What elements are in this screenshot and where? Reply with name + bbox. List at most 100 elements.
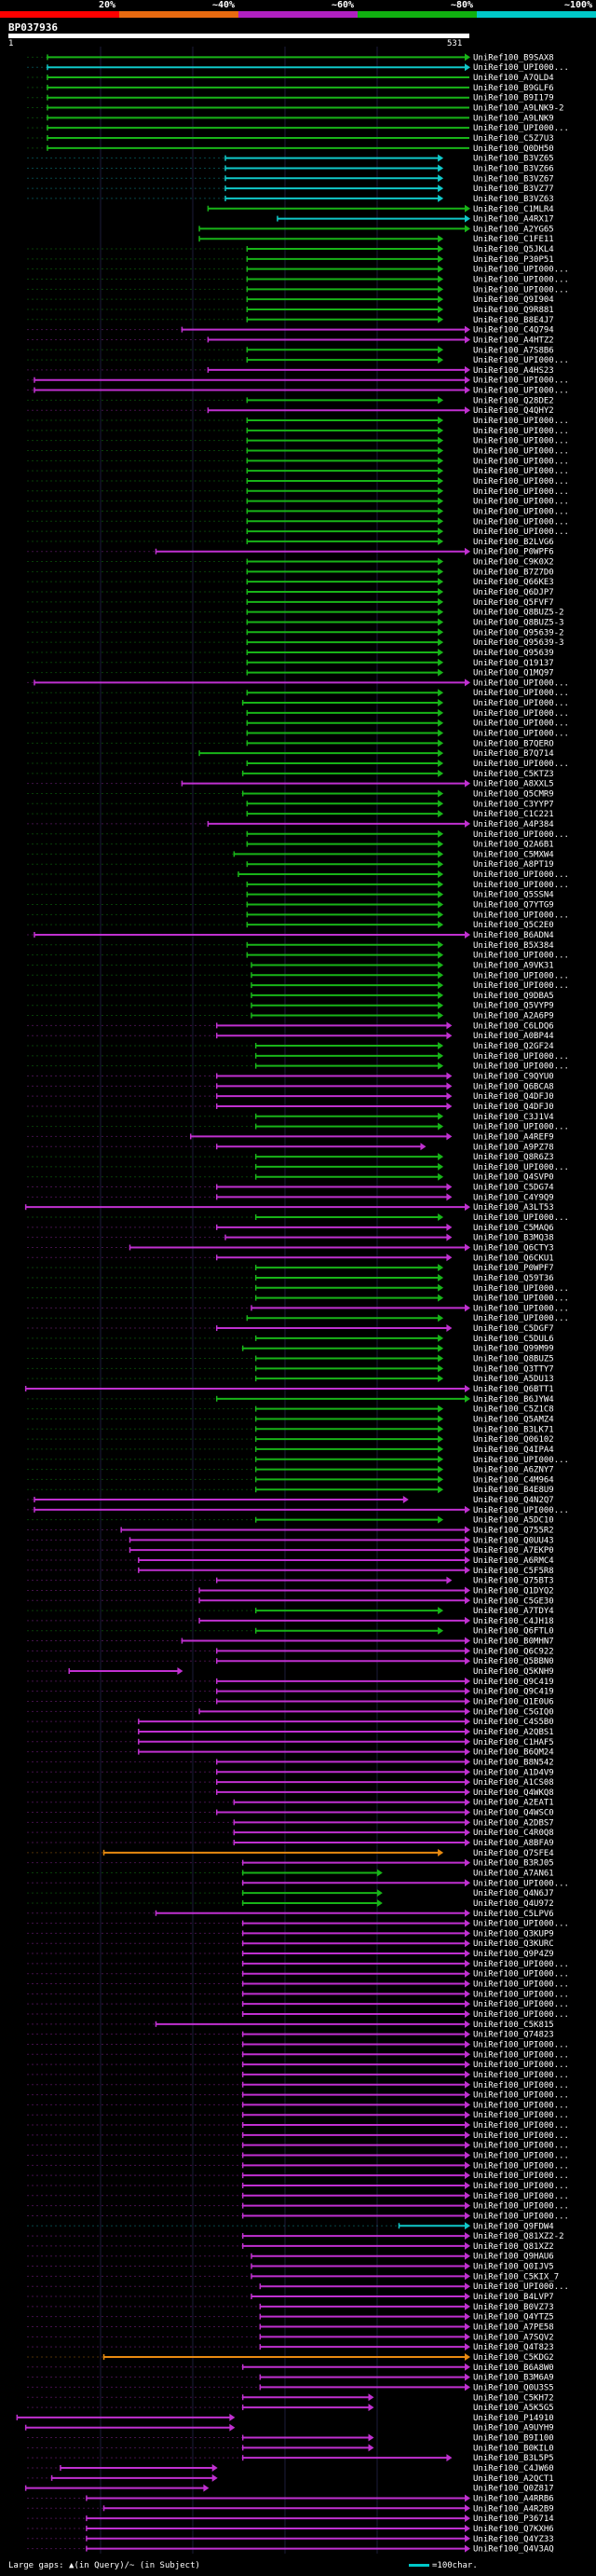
hit-row[interactable]: UniRef100_B3VZ66 bbox=[27, 164, 554, 173]
hit-row[interactable]: UniRef100_A7S8B6 bbox=[27, 346, 554, 355]
hit-row[interactable]: UniRef100_Q2A6B1 bbox=[27, 840, 554, 850]
hit-row[interactable]: UniRef100_A5DU13 bbox=[27, 1375, 554, 1384]
hit-row[interactable]: UniRef100_B7QERO bbox=[27, 739, 554, 748]
hit-row[interactable]: UniRef100_UPI000... bbox=[27, 275, 569, 285]
hit-row[interactable]: UniRef100_UPI000... bbox=[27, 1505, 569, 1515]
hit-row[interactable]: UniRef100_C5DG74 bbox=[27, 1183, 554, 1193]
hit-row[interactable]: UniRef100_UPI000... bbox=[27, 2161, 569, 2171]
hit-row[interactable]: UniRef100_Q5JKL4 bbox=[27, 245, 554, 254]
hit-row[interactable]: UniRef100_Q4N2Q7 bbox=[27, 1496, 554, 1505]
hit-row[interactable]: UniRef100_C9K0X2 bbox=[27, 557, 554, 568]
hit-row[interactable]: UniRef100_Q95639 bbox=[27, 648, 554, 658]
hit-row[interactable]: UniRef100_UPI000... bbox=[27, 1980, 569, 1990]
hit-row[interactable]: UniRef100_A9LNK9-2 bbox=[27, 104, 564, 114]
hit-row[interactable]: UniRef100_Q59T36 bbox=[27, 1273, 554, 1283]
hit-row[interactable]: UniRef100_UPI000... bbox=[27, 2172, 569, 2181]
hit-row[interactable]: UniRef100_Q75BT3 bbox=[27, 1576, 554, 1586]
hit-row[interactable]: UniRef100_Q0UU43 bbox=[27, 1536, 554, 1545]
hit-row[interactable]: UniRef100_Q6BTT1 bbox=[24, 1384, 554, 1394]
hit-row[interactable]: UniRef100_C5KH72 bbox=[27, 2393, 554, 2403]
hit-row[interactable]: UniRef100_UPI000... bbox=[27, 1062, 569, 1072]
hit-row[interactable]: UniRef100_A4HS23 bbox=[27, 365, 554, 376]
hit-row[interactable]: UniRef100_A9PZ78 bbox=[27, 1143, 554, 1152]
hit-row[interactable]: UniRef100_UPI000... bbox=[27, 870, 569, 880]
hit-row[interactable]: UniRef100_C1HAF5 bbox=[27, 1737, 554, 1747]
hit-row[interactable]: UniRef100_Q4WKQ8 bbox=[27, 1788, 554, 1798]
hit-row[interactable]: UniRef100_UPI000... bbox=[27, 386, 569, 396]
hit-row[interactable]: UniRef100_Q4YZ33 bbox=[27, 2534, 554, 2544]
hit-row[interactable]: UniRef100_B6ADN4 bbox=[27, 930, 554, 940]
hit-row[interactable]: UniRef100_B8N542 bbox=[27, 1758, 554, 1767]
hit-row[interactable]: UniRef100_Q5AMZ4 bbox=[27, 1415, 554, 1424]
hit-row[interactable]: UniRef100_B3M6A9 bbox=[27, 2373, 554, 2383]
hit-row[interactable]: UniRef100_C5K815 bbox=[27, 2020, 554, 2030]
hit-row[interactable]: UniRef100_A4RX17 bbox=[277, 214, 554, 225]
hit-row[interactable]: UniRef100_Q5CMR9 bbox=[27, 789, 554, 799]
hit-row[interactable]: UniRef100_Q8BUZ5 bbox=[27, 1354, 554, 1364]
hit-row[interactable]: UniRef100_UPI000... bbox=[27, 678, 569, 688]
hit-row[interactable]: UniRef100_C3YYP7 bbox=[27, 800, 554, 809]
hit-row[interactable]: UniRef100_Q4WSC0 bbox=[27, 1808, 554, 1818]
hit-row[interactable]: UniRef100_Q1DYQ2 bbox=[27, 1586, 554, 1596]
hit-row[interactable]: UniRef100_C5GE30 bbox=[27, 1596, 554, 1606]
hit-row[interactable]: UniRef100_A5DC10 bbox=[27, 1515, 554, 1526]
hit-row[interactable]: UniRef100_Q4SVP0 bbox=[27, 1172, 554, 1183]
hit-row[interactable]: UniRef100_A6ZNY7 bbox=[27, 1465, 554, 1475]
hit-row[interactable]: UniRef100_A8PT19 bbox=[27, 860, 554, 870]
hit-row[interactable]: UniRef100_B9I100 bbox=[27, 2433, 554, 2444]
hit-row[interactable]: UniRef100_UPI000... bbox=[27, 708, 569, 719]
hit-row[interactable]: UniRef100_UPI000... bbox=[27, 446, 569, 456]
hit-row[interactable]: UniRef100_A4HTZ2 bbox=[27, 336, 554, 345]
hit-row[interactable]: UniRef100_UPI000... bbox=[27, 971, 569, 980]
hit-row[interactable]: UniRef100_Q9FDW4 bbox=[27, 2222, 554, 2231]
hit-row[interactable]: UniRef100_UPI000... bbox=[27, 2181, 569, 2191]
hit-row[interactable]: UniRef100_B9GLF6 bbox=[27, 84, 554, 93]
hit-row[interactable]: UniRef100_Q4U972 bbox=[27, 1898, 554, 1909]
hit-row[interactable]: UniRef100_A9VK31 bbox=[27, 961, 554, 970]
hit-row[interactable]: UniRef100_A7AN61 bbox=[27, 1869, 554, 1878]
hit-row[interactable]: UniRef100_C5MXW4 bbox=[27, 850, 554, 859]
hit-row[interactable]: UniRef100_Q7SFE4 bbox=[27, 1848, 554, 1858]
hit-row[interactable]: UniRef100_Q99M99 bbox=[27, 1344, 554, 1354]
hit-row[interactable]: UniRef100_B4LVP7 bbox=[27, 2293, 554, 2302]
hit-row[interactable]: UniRef100_Q5C2E0 bbox=[27, 921, 554, 930]
hit-row[interactable]: UniRef100_Q9C419 bbox=[27, 1677, 554, 1687]
hit-row[interactable]: UniRef100_P30P51 bbox=[27, 254, 554, 265]
hit-row[interactable]: UniRef100_Q3TTY7 bbox=[27, 1364, 554, 1374]
hit-row[interactable]: UniRef100_UPI000... bbox=[27, 2201, 569, 2212]
hit-row[interactable]: UniRef100_UPI000... bbox=[27, 2040, 569, 2049]
hit-row[interactable]: UniRef100_A2A6P9 bbox=[27, 1011, 554, 1021]
hit-row[interactable]: UniRef100_UPI000... bbox=[27, 759, 569, 769]
hit-row[interactable]: UniRef100_B0KIL0 bbox=[27, 2444, 554, 2453]
hit-row[interactable]: UniRef100_C5DUL6 bbox=[27, 1334, 554, 1344]
hit-row[interactable]: UniRef100_A2YG65 bbox=[198, 225, 554, 234]
hit-row[interactable]: UniRef100_Q5KNH9 bbox=[27, 1667, 554, 1677]
hit-row[interactable]: UniRef100_Q0IJV5 bbox=[27, 2262, 554, 2272]
hit-row[interactable]: UniRef100_C4JH18 bbox=[27, 1616, 554, 1626]
hit-row[interactable]: UniRef100_UPI000... bbox=[27, 699, 569, 708]
hit-row[interactable]: UniRef100_P0WPF7 bbox=[27, 1264, 554, 1273]
hit-row[interactable]: UniRef100_B6A8W0 bbox=[27, 2363, 554, 2373]
hit-row[interactable]: UniRef100_UPI000... bbox=[27, 467, 569, 476]
hit-row[interactable]: UniRef100_UPI000... bbox=[27, 981, 569, 991]
hit-row[interactable]: UniRef100_C5KIX_7 bbox=[27, 2272, 559, 2281]
hit-row[interactable]: UniRef100_UPI000... bbox=[27, 689, 569, 698]
hit-row[interactable]: UniRef100_C5DGF7 bbox=[27, 1324, 554, 1334]
hit-row[interactable]: UniRef100_B2LVG6 bbox=[27, 537, 554, 547]
hit-row[interactable]: UniRef100_A2DBS7 bbox=[27, 1818, 554, 1828]
hit-row[interactable]: UniRef100_A5K5G5 bbox=[27, 2404, 554, 2413]
hit-row[interactable]: UniRef100_Q6FTL0 bbox=[27, 1626, 554, 1637]
hit-row[interactable]: UniRef100_UPI000... bbox=[27, 2101, 569, 2110]
hit-row[interactable]: UniRef100_C5KDG2 bbox=[27, 2352, 554, 2363]
hit-row[interactable]: UniRef100_A1D4V9 bbox=[27, 1768, 554, 1777]
hit-row[interactable]: UniRef100_UPI000... bbox=[27, 880, 569, 890]
hit-row[interactable]: UniRef100_Q4DFJ0 bbox=[27, 1092, 554, 1102]
hit-row[interactable]: UniRef100_Q9P4Z9 bbox=[27, 1950, 554, 1959]
hit-row[interactable]: UniRef100_UPI000... bbox=[27, 356, 569, 365]
hit-row[interactable]: UniRef100_P14910 bbox=[16, 2413, 554, 2423]
hit-row[interactable]: UniRef100_A7QLD4 bbox=[27, 74, 554, 83]
hit-row[interactable]: UniRef100_C9QYU0 bbox=[27, 1072, 554, 1081]
hit-row[interactable]: UniRef100_Q9R881 bbox=[27, 305, 554, 315]
hit-row[interactable]: UniRef100_A3LT53 bbox=[24, 1203, 554, 1213]
hit-row[interactable]: UniRef100_Q6CKU1 bbox=[27, 1254, 554, 1263]
